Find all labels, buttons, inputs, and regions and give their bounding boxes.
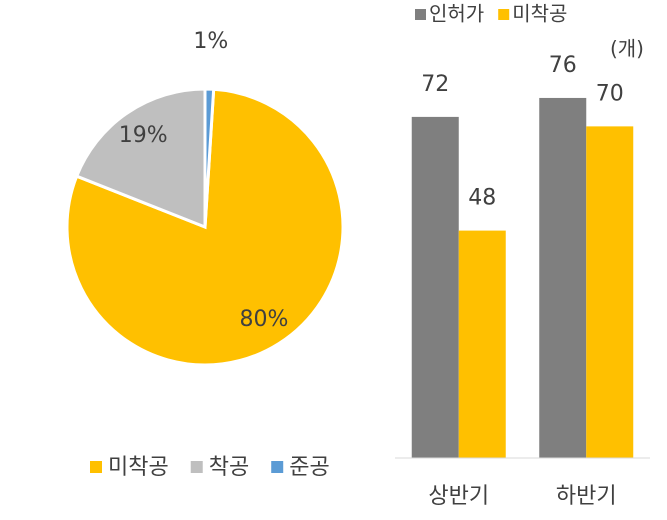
pie-slice (74, 87, 207, 230)
legend-label: 준공 (289, 455, 329, 480)
x-tick-label: 하반기 (556, 484, 617, 509)
legend-swatch (90, 461, 102, 473)
value-label: 76 (549, 53, 577, 78)
legend-label: 미착공 (512, 2, 567, 26)
slice-label: 19% (119, 123, 168, 148)
legend-swatch (190, 461, 203, 473)
bar (411, 116, 459, 459)
bar (458, 230, 506, 458)
legend-swatch (271, 461, 284, 473)
legend-label: 인허가 (429, 2, 484, 26)
legend-swatch (498, 9, 510, 20)
legend-label: 착공 (209, 455, 249, 480)
bar (586, 126, 634, 458)
value-label: 70 (596, 81, 624, 106)
unit-label: (개) (610, 37, 644, 61)
slice-label: 80% (239, 307, 288, 332)
bar (539, 97, 587, 458)
value-label: 48 (468, 186, 496, 211)
x-tick-label: 상반기 (428, 484, 489, 509)
legend-label: 미착공 (108, 455, 169, 480)
slice-label: 1% (193, 29, 228, 54)
value-label: 72 (421, 72, 449, 97)
pie-slice (203, 87, 216, 228)
legend-swatch (415, 9, 426, 20)
